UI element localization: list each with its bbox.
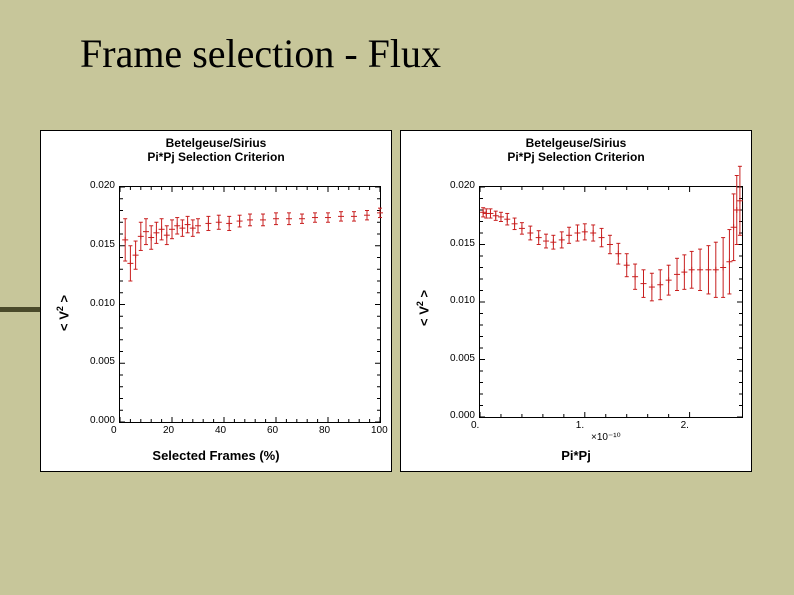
y-tick-label: 0.020 <box>90 180 115 191</box>
left-chart-title: Betelgeuse/Sirius Pi*Pj Selection Criter… <box>41 137 391 165</box>
x-tick-label: 0 <box>111 425 117 436</box>
y-tick-label: 0.015 <box>90 239 115 250</box>
right-chart-panel: Betelgeuse/Sirius Pi*Pj Selection Criter… <box>400 130 752 472</box>
right-x-multiplier: ×10⁻¹⁰ <box>591 432 621 443</box>
left-plot-area <box>119 186 381 423</box>
x-tick-label: 60 <box>267 425 278 436</box>
left-chart-panel: Betelgeuse/Sirius Pi*Pj Selection Criter… <box>40 130 392 472</box>
y-tick-label: 0.020 <box>450 180 475 191</box>
right-y-axis-label: < V2 > <box>415 290 431 326</box>
x-tick-label: 40 <box>215 425 226 436</box>
accent-bar <box>0 307 40 312</box>
x-tick-label: 20 <box>163 425 174 436</box>
y-tick-label: 0.010 <box>90 298 115 309</box>
y-tick-label: 0.005 <box>450 353 475 364</box>
x-tick-label: 2. <box>681 420 689 431</box>
title-line-1: Betelgeuse/Sirius <box>526 136 627 150</box>
title-line-2: Pi*Pj Selection Criterion <box>147 150 284 164</box>
left-x-axis-label: Selected Frames (%) <box>41 448 391 463</box>
right-x-axis-label: Pi*Pj <box>401 448 751 463</box>
x-tick-label: 0. <box>471 420 479 431</box>
slide-title: Frame selection - Flux <box>80 30 441 77</box>
right-chart-title: Betelgeuse/Sirius Pi*Pj Selection Criter… <box>401 137 751 165</box>
title-line-2: Pi*Pj Selection Criterion <box>507 150 644 164</box>
x-tick-label: 80 <box>319 425 330 436</box>
x-tick-label: 100 <box>371 425 388 436</box>
y-tick-label: 0.015 <box>450 238 475 249</box>
x-tick-label: 1. <box>576 420 584 431</box>
left-y-axis-label: < V2 > <box>55 295 71 331</box>
right-plot-area <box>479 186 743 418</box>
title-line-1: Betelgeuse/Sirius <box>166 136 267 150</box>
y-tick-label: 0.005 <box>90 356 115 367</box>
y-tick-label: 0.010 <box>450 295 475 306</box>
